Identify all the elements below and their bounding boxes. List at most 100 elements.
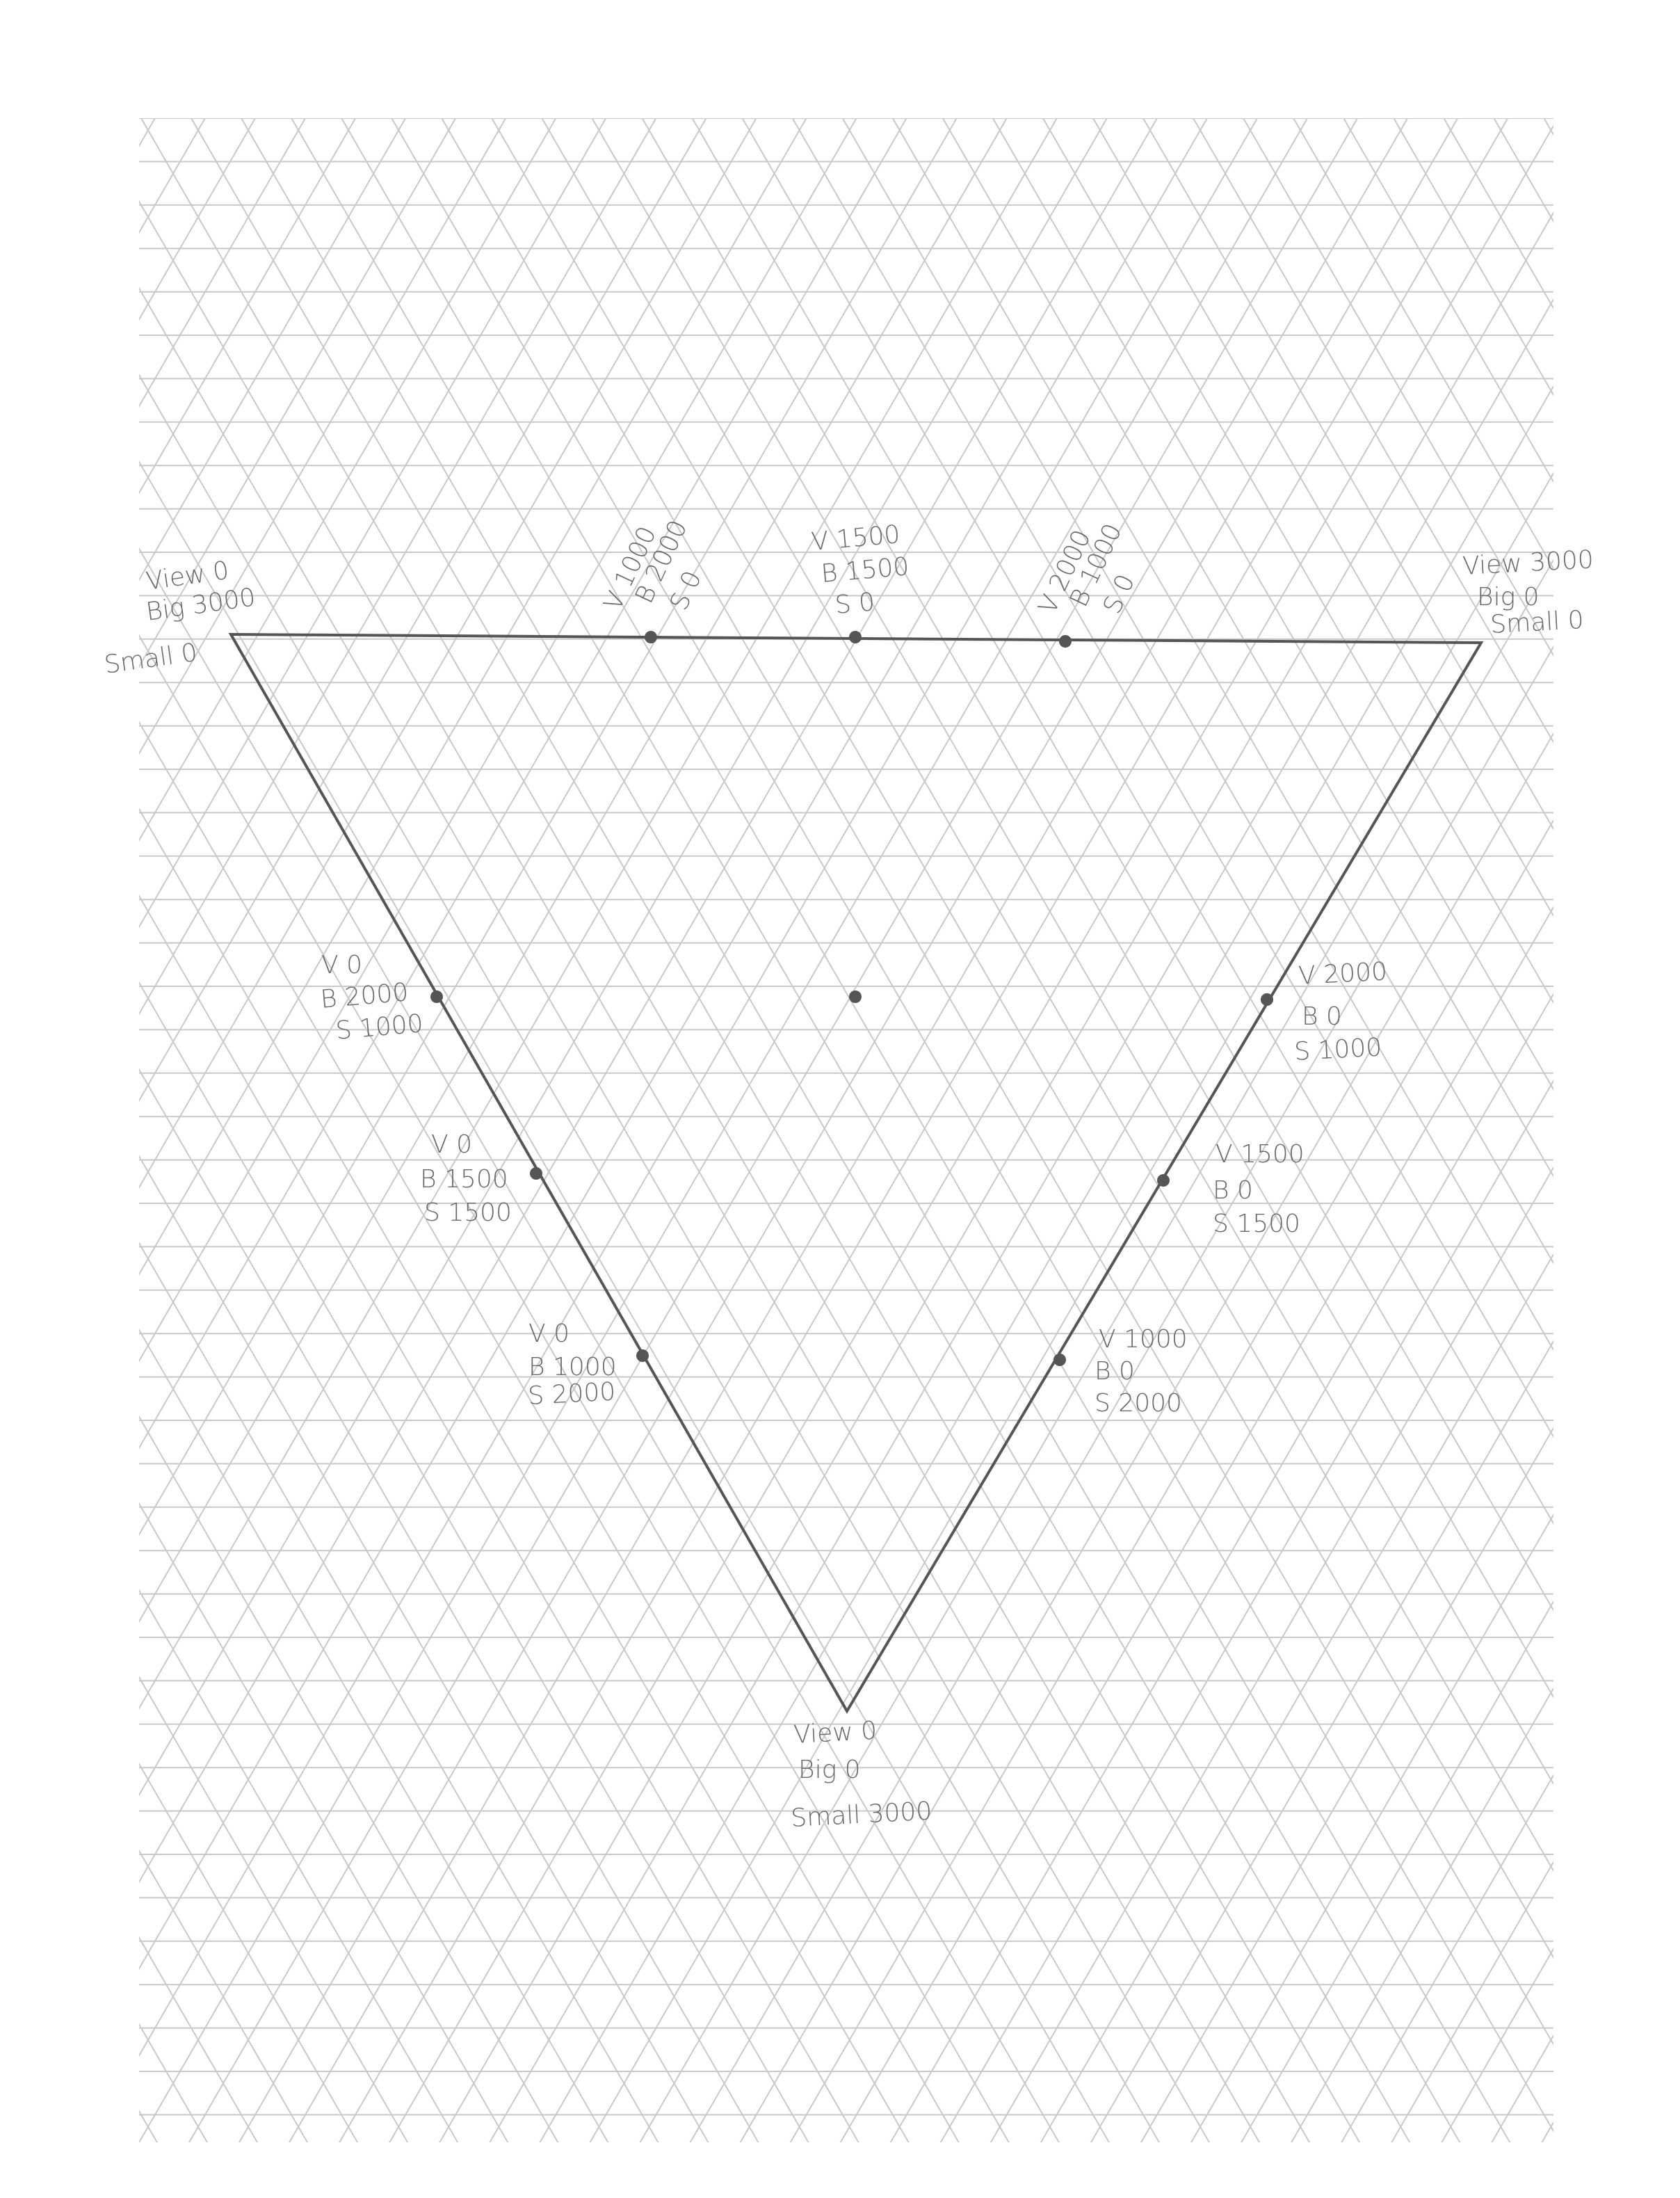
point-label: S 1500 xyxy=(1213,1210,1300,1238)
point-label: View 0 xyxy=(793,1717,878,1749)
grid-line xyxy=(139,118,857,1363)
grid-line xyxy=(289,118,1459,2142)
grid-line xyxy=(139,374,1161,2142)
grid-line xyxy=(1241,1600,1553,2142)
grid-line xyxy=(1090,1340,1553,2142)
point xyxy=(1157,1174,1170,1187)
grid-line xyxy=(1626,0,1680,2198)
grid-line xyxy=(0,0,39,2198)
grid-line xyxy=(139,118,1158,1884)
grid-line xyxy=(139,118,357,495)
point-label: S 2000 xyxy=(1095,1389,1182,1418)
grid-line xyxy=(1610,0,1680,2198)
grid-line xyxy=(139,1849,309,2142)
grid-line xyxy=(139,118,1309,2142)
point-label: Big 0 xyxy=(1477,583,1540,611)
grid-line xyxy=(139,1068,759,2142)
point xyxy=(1059,635,1072,648)
center-point xyxy=(849,990,862,1003)
grid-line xyxy=(1140,1427,1553,2142)
grid-line xyxy=(139,1502,509,2142)
point-label: S 0 xyxy=(834,588,876,620)
point xyxy=(430,990,443,1003)
grid-line xyxy=(1560,0,1680,2198)
grid-line xyxy=(139,118,457,668)
grid-line xyxy=(1040,1253,1553,2142)
grid-line xyxy=(139,118,807,1276)
grid-line xyxy=(491,118,1553,1959)
grid-line xyxy=(291,118,1461,2142)
grid-line xyxy=(1526,0,1680,2198)
grid-line xyxy=(190,118,1361,2142)
point-label: Small 3000 xyxy=(790,1797,932,1833)
grid-line xyxy=(188,118,1359,2142)
grid-line xyxy=(139,2110,159,2142)
point-label: S 1000 xyxy=(1293,1033,1382,1066)
grid-line xyxy=(139,118,757,1189)
grid-line xyxy=(139,118,557,842)
grid-line xyxy=(139,460,1110,2142)
point-label: B 1500 xyxy=(420,1165,508,1194)
grid-line xyxy=(539,385,1553,2142)
grid-line xyxy=(691,118,1553,1612)
grid-line xyxy=(541,118,1553,1872)
grid-line xyxy=(139,1329,609,2142)
grid-line xyxy=(439,211,1553,2142)
grid-line xyxy=(1142,118,1553,831)
grid-line xyxy=(639,559,1553,2142)
point xyxy=(645,631,657,643)
grid-line xyxy=(139,981,809,2142)
grid-line xyxy=(1092,118,1553,917)
point-label: Small 0 xyxy=(1489,606,1584,639)
grid-line xyxy=(238,118,1409,2142)
point-label: B 0 xyxy=(1213,1176,1253,1205)
grid-line xyxy=(139,895,859,2142)
grid-line xyxy=(341,118,1511,2142)
point xyxy=(1053,1354,1066,1366)
point xyxy=(1261,993,1273,1006)
grid-line xyxy=(139,118,407,581)
grid-line xyxy=(1042,118,1553,1004)
grid-line xyxy=(139,634,1010,2142)
grid-line xyxy=(139,118,657,1016)
grid-line xyxy=(139,118,958,1537)
point-label: View 3000 xyxy=(1462,545,1594,581)
point xyxy=(636,1349,649,1362)
grid-line xyxy=(1543,118,1553,136)
grid-line xyxy=(139,1415,559,2142)
grid-line xyxy=(990,1166,1553,2142)
grid-line xyxy=(139,118,1008,1623)
point-label: V 0 xyxy=(528,1319,570,1348)
grid-line xyxy=(139,547,1060,2142)
grid-line xyxy=(441,118,1553,2046)
point-label: Big 0 xyxy=(798,1756,861,1784)
grid-line xyxy=(140,118,1311,2142)
point-label: S 2000 xyxy=(527,1377,616,1411)
grid-line xyxy=(689,645,1553,2142)
grid-line xyxy=(389,125,1553,2142)
grid-line xyxy=(139,118,907,1450)
grid-line xyxy=(1677,0,1680,2198)
point-label: V 0 xyxy=(321,951,362,979)
grid-line xyxy=(139,118,507,755)
grid-line xyxy=(891,118,1553,1265)
grid-line xyxy=(1393,118,1553,396)
grid-line xyxy=(489,298,1553,2142)
grid-line xyxy=(942,118,1553,1178)
grid-line xyxy=(1190,1513,1553,2142)
grid-line xyxy=(1291,1687,1553,2142)
grid-line xyxy=(1443,118,1553,310)
point-label: V 1500 xyxy=(1215,1140,1305,1169)
grid-line xyxy=(139,2023,209,2142)
grid-line xyxy=(0,0,73,2198)
point xyxy=(849,631,862,643)
grid-line xyxy=(139,118,1259,2057)
grid-line xyxy=(992,118,1553,1091)
grid-line xyxy=(0,0,23,2198)
point-label: B 0 xyxy=(1095,1357,1135,1386)
grid-line xyxy=(139,1589,459,2142)
grid-line xyxy=(591,118,1553,1786)
grid-line xyxy=(139,118,1058,1710)
grid-line xyxy=(139,118,207,234)
